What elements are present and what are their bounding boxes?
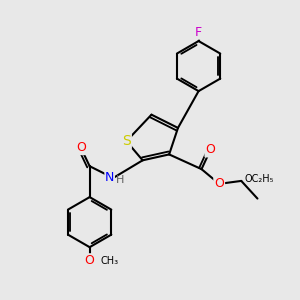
Text: S: S — [122, 134, 131, 148]
Text: CH₃: CH₃ — [101, 256, 119, 266]
Text: H: H — [116, 175, 124, 185]
Text: O: O — [76, 141, 86, 154]
Text: O: O — [214, 177, 224, 190]
Text: O: O — [85, 254, 94, 267]
Text: F: F — [195, 26, 202, 39]
Text: O: O — [206, 143, 215, 157]
Text: N: N — [105, 171, 114, 184]
Text: OC₂H₅: OC₂H₅ — [245, 174, 274, 184]
